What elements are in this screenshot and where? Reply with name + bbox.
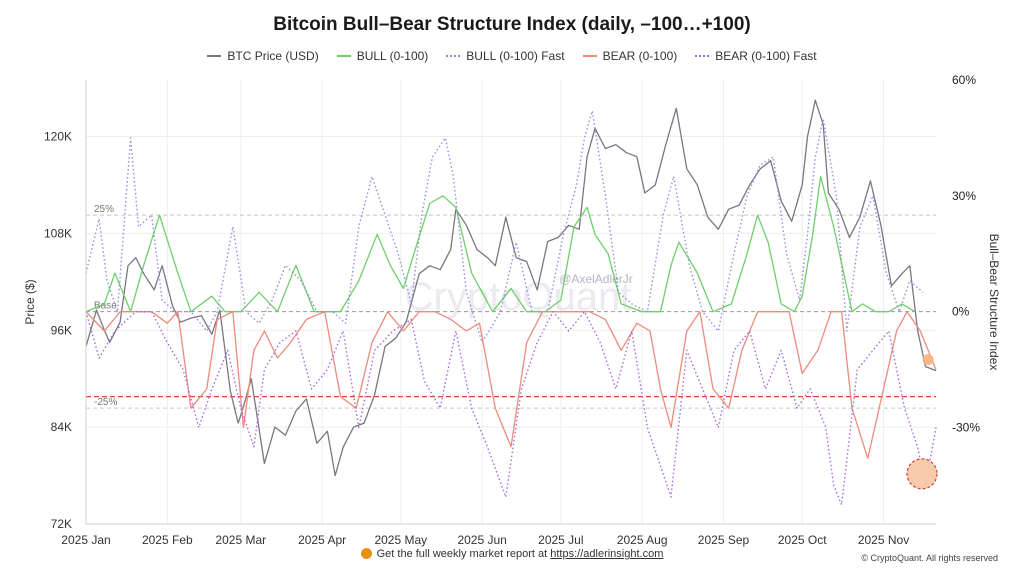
x-tick-label: 2025 Jan xyxy=(61,533,110,547)
y-tick-label: 72K xyxy=(51,517,72,531)
legend-label-bear-fast: BEAR (0-100) Fast xyxy=(715,49,817,63)
report-dot-icon xyxy=(360,548,372,559)
y-tick-label: 96K xyxy=(51,323,72,337)
legend-swatch-bull xyxy=(336,55,351,57)
x-tick-label: 2025 May xyxy=(374,533,427,547)
axis-layer: 2025 Jan 2025 Feb 2025 Mar 2025 Apr 2025 May… xyxy=(23,73,1001,547)
x-tick-label: 2025 Mar xyxy=(215,533,266,547)
legend-label-btc-price: BTC Price (USD) xyxy=(227,49,319,63)
y2-tick-label: -30% xyxy=(952,420,980,434)
y2-tick-label: 60% xyxy=(952,73,976,87)
legend-item-bull[interactable]: BULL (0-100) xyxy=(336,49,429,63)
reference-label: -25% xyxy=(94,397,117,408)
copyright: © CryptoQuant. All rights reserved xyxy=(861,553,998,563)
x-tick-label: 2025 Jun xyxy=(457,533,506,547)
bear-fast-highlight-circle xyxy=(906,458,938,490)
series-layer xyxy=(85,99,937,506)
y-axis-title: Price ($) xyxy=(23,279,37,324)
legend-swatch-bear xyxy=(582,55,597,57)
footer-link[interactable]: https://adlerinsight.com xyxy=(550,548,664,560)
y-tick-label: 84K xyxy=(51,420,72,434)
y2-tick-label: 30% xyxy=(952,189,976,203)
y2-tick-label: 0% xyxy=(952,305,970,319)
legend-swatch-bull-fast xyxy=(446,55,461,57)
y-tick-label: 108K xyxy=(44,226,72,240)
bear-fast-line xyxy=(85,311,937,506)
watermark-handle: @AxelAdlerJr xyxy=(559,272,633,286)
legend-swatch-btc-price xyxy=(207,55,222,57)
x-tick-label: 2025 Oct xyxy=(778,533,827,547)
y-tick-label: 120K xyxy=(44,130,72,144)
x-tick-label: 2025 Sep xyxy=(698,533,750,547)
bear-line xyxy=(85,311,937,460)
footer: Get the full weekly market report at htt… xyxy=(0,548,1024,560)
bear-end-marker xyxy=(922,354,934,366)
legend-item-bear-fast[interactable]: BEAR (0-100) Fast xyxy=(695,49,817,63)
x-tick-label: 2025 Aug xyxy=(617,533,668,547)
legend-label-bull-fast: BULL (0-100) Fast xyxy=(466,49,565,63)
legend-item-bull-fast[interactable]: BULL (0-100) Fast xyxy=(446,49,565,63)
legend-item-btc-price[interactable]: BTC Price (USD) xyxy=(207,49,319,63)
btc-price-line xyxy=(85,99,937,477)
marker-layer xyxy=(906,354,938,490)
x-tick-label: 2025 Apr xyxy=(298,533,346,547)
chart-title: Bitcoin Bull–Bear Structure Index (daily… xyxy=(273,14,751,35)
x-tick-label: 2025 Jul xyxy=(538,533,583,547)
x-tick-label: 2025 Nov xyxy=(858,533,909,547)
footer-text: Get the full weekly market report at xyxy=(376,548,548,560)
x-tick-label: 2025 Feb xyxy=(142,533,193,547)
chart-legend: BTC Price (USD) BULL (0-100) BULL (0-100… xyxy=(0,49,1024,63)
legend-item-bear[interactable]: BEAR (0-100) xyxy=(582,49,678,63)
reference-label: 25% xyxy=(94,204,114,215)
legend-swatch-bear-fast xyxy=(695,55,710,57)
legend-label-bear: BEAR (0-100) xyxy=(602,49,678,63)
legend-label-bull: BULL (0-100) xyxy=(356,49,429,63)
reference-label: Base xyxy=(94,301,117,312)
y2-axis-title: Bull–Bear Structure Index xyxy=(987,234,1001,371)
